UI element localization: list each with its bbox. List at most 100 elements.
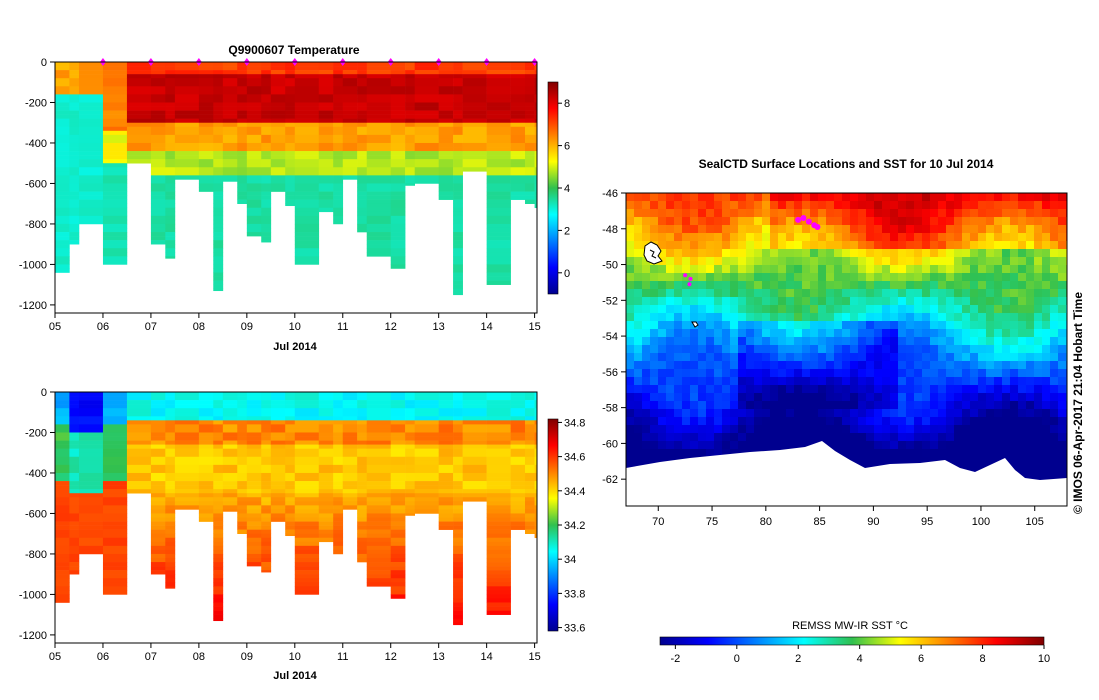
section-cell — [318, 505, 334, 510]
map-y-axis: -46-48-50-52-54-56-58-60-62 — [602, 188, 626, 486]
sst-cell — [962, 433, 971, 442]
section-cell — [525, 130, 535, 136]
sst-cell — [690, 225, 699, 234]
section-cell — [222, 428, 238, 433]
section-cell — [438, 70, 454, 75]
section-cell — [198, 477, 214, 482]
section-cell — [357, 130, 368, 136]
sst-cell — [626, 297, 635, 306]
section-cell — [534, 485, 538, 490]
sst-cell — [746, 321, 755, 330]
sst-cell — [666, 249, 675, 258]
sst-cell — [834, 425, 843, 434]
section-cell — [342, 118, 358, 124]
sst-cell — [850, 393, 859, 402]
sst-cell — [914, 449, 923, 458]
section-cell — [55, 244, 70, 249]
section-cell — [534, 416, 538, 421]
section-cell — [294, 525, 320, 530]
sst-cell — [946, 281, 955, 290]
sst-cell — [698, 337, 707, 346]
sst-cell — [866, 313, 875, 322]
section-cell — [150, 549, 166, 555]
section-cell — [390, 118, 406, 124]
section-cell — [285, 114, 296, 119]
section-cell — [261, 529, 272, 534]
sst-cell — [666, 289, 675, 298]
sst-cell — [690, 377, 699, 386]
section-cell — [102, 578, 128, 583]
section-cell — [357, 175, 368, 180]
section-cell — [198, 175, 214, 180]
section-cell — [486, 252, 511, 257]
sst-cell — [930, 225, 939, 234]
sst-cell — [738, 289, 747, 298]
section-cell — [237, 489, 248, 494]
sst-cell — [938, 449, 947, 458]
section-cell — [165, 203, 176, 209]
sst-cell — [906, 273, 915, 282]
section-cell — [261, 70, 272, 75]
section-cell — [534, 122, 538, 128]
sst-cell — [834, 217, 843, 226]
sst-cell — [858, 361, 867, 370]
sst-cell — [978, 425, 987, 434]
sst-cell — [698, 289, 707, 298]
section-cell — [165, 444, 176, 449]
sst-cell — [818, 433, 827, 442]
salinity-colorbar — [547, 418, 559, 632]
sst-cell — [770, 273, 779, 282]
section-cell — [486, 207, 511, 213]
sst-cell — [930, 193, 939, 202]
section-cell — [357, 62, 368, 67]
section-cell — [342, 163, 358, 168]
section-cell — [366, 122, 392, 128]
section-cell — [102, 485, 128, 490]
sst-cell — [730, 225, 739, 234]
sst-cell — [1058, 337, 1067, 346]
section-cell — [486, 521, 511, 526]
sst-cell — [802, 321, 811, 330]
sst-cell — [650, 393, 659, 402]
section-cell — [246, 557, 262, 563]
section-cell — [510, 468, 526, 474]
sst-cell — [1026, 473, 1035, 482]
sst-cell — [1026, 337, 1035, 346]
section-cell — [55, 138, 70, 144]
section-cell — [486, 134, 511, 140]
section-cell — [126, 70, 152, 75]
sst-cell — [962, 369, 971, 378]
section-cell — [237, 183, 248, 188]
section-cell — [213, 400, 224, 405]
sst-cell — [730, 353, 739, 362]
section-cell — [405, 155, 416, 160]
section-cell — [453, 106, 463, 111]
sst-cell — [898, 329, 907, 338]
sst-cell — [1018, 433, 1027, 442]
colorbar-tick-label: 4 — [564, 183, 570, 195]
sst-cell — [954, 361, 963, 370]
sst-cell — [1042, 305, 1051, 314]
sst-cell — [866, 225, 875, 234]
x-tick-label: 13 — [433, 321, 445, 333]
sst-cell — [650, 441, 659, 450]
sst-cell — [1034, 409, 1043, 418]
sst-cell — [1042, 337, 1051, 346]
section-cell — [78, 207, 104, 213]
sst-cell — [762, 345, 771, 354]
section-cell — [285, 122, 296, 128]
sst-cell — [634, 361, 643, 370]
sst-cell — [970, 441, 979, 450]
sst-cell — [650, 337, 659, 346]
section-cell — [333, 505, 344, 510]
sst-cell — [770, 345, 779, 354]
section-cell — [285, 533, 296, 537]
section-cell — [246, 78, 262, 83]
section-cell — [390, 122, 406, 128]
sst-cell — [858, 201, 867, 210]
sst-cell — [1026, 217, 1035, 226]
section-cell — [486, 416, 511, 421]
section-cell — [534, 529, 538, 534]
section-cell — [438, 94, 454, 99]
section-cell — [357, 501, 368, 506]
